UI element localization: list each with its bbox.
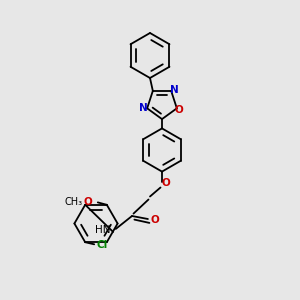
Text: O: O	[83, 197, 92, 207]
Text: CH₃: CH₃	[65, 197, 83, 207]
Text: N: N	[170, 85, 179, 95]
Text: O: O	[151, 215, 160, 226]
Text: O: O	[161, 178, 170, 188]
Text: O: O	[175, 105, 184, 115]
Text: HN: HN	[95, 225, 111, 235]
Text: N: N	[139, 103, 148, 113]
Text: Cl: Cl	[97, 240, 108, 250]
